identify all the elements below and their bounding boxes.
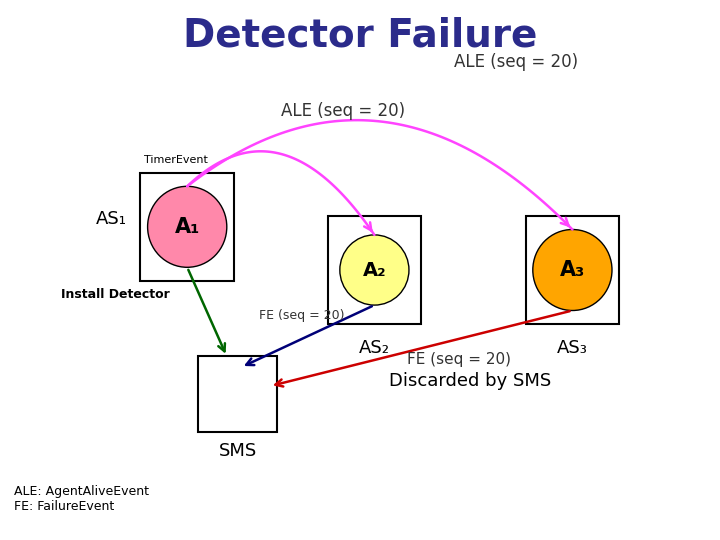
Text: ALE: AgentAliveEvent
FE: FailureEvent: ALE: AgentAliveEvent FE: FailureEvent — [14, 485, 150, 514]
Ellipse shape — [340, 235, 409, 305]
Ellipse shape — [148, 186, 227, 267]
Text: SMS: SMS — [218, 442, 257, 460]
Text: A₃: A₃ — [559, 260, 585, 280]
Text: FE (seq = 20): FE (seq = 20) — [407, 352, 510, 367]
Text: Install Detector: Install Detector — [61, 288, 170, 301]
Text: A₂: A₂ — [363, 260, 386, 280]
Bar — [328, 216, 421, 324]
Bar — [526, 216, 619, 324]
Bar — [198, 356, 277, 432]
Text: Discarded by SMS: Discarded by SMS — [389, 372, 551, 390]
Text: FE (seq = 20): FE (seq = 20) — [259, 309, 345, 322]
Ellipse shape — [533, 230, 612, 310]
Text: TimerEvent: TimerEvent — [144, 154, 208, 165]
Text: AS₃: AS₃ — [557, 339, 588, 357]
Text: ALE (seq = 20): ALE (seq = 20) — [281, 102, 405, 120]
Text: ALE (seq = 20): ALE (seq = 20) — [454, 53, 577, 71]
Text: A₁: A₁ — [174, 217, 200, 237]
Bar — [140, 173, 234, 281]
Text: AS₁: AS₁ — [96, 210, 127, 228]
Text: Detector Failure: Detector Failure — [183, 16, 537, 54]
Text: AS₂: AS₂ — [359, 339, 390, 357]
